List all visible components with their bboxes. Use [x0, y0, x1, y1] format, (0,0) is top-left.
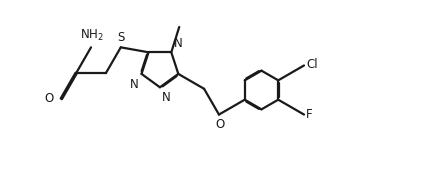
- Text: N: N: [162, 91, 171, 104]
- Text: N: N: [130, 78, 139, 91]
- Text: NH$_2$: NH$_2$: [80, 28, 104, 43]
- Text: F: F: [306, 108, 313, 121]
- Text: N: N: [174, 37, 183, 50]
- Text: Cl: Cl: [306, 58, 318, 71]
- Text: O: O: [44, 92, 53, 105]
- Text: O: O: [215, 117, 225, 130]
- Text: S: S: [118, 31, 125, 44]
